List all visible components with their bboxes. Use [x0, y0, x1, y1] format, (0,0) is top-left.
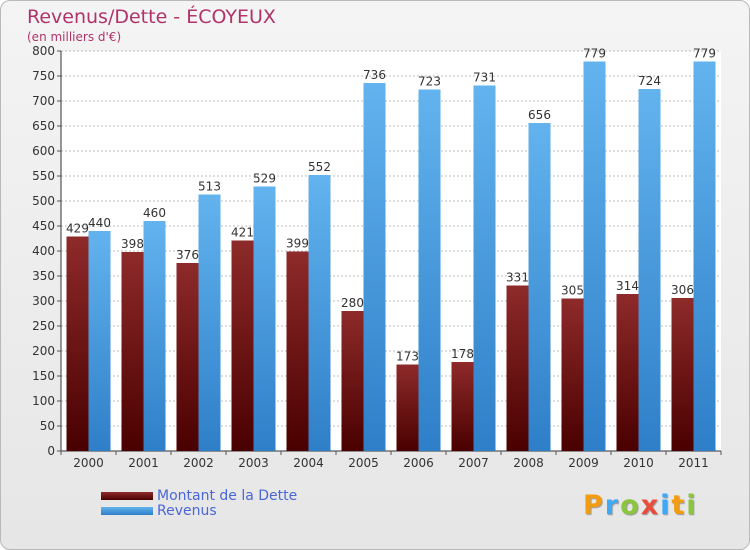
y-tick-label: 0 [47, 444, 55, 458]
y-tick-label: 150 [32, 369, 55, 383]
y-tick-label: 800 [32, 44, 55, 58]
logo-letter: o [620, 490, 641, 521]
data-label-revenus: 656 [528, 108, 551, 122]
bar-revenus [198, 194, 221, 451]
data-label-dette: 280 [341, 296, 364, 310]
bar-dette [66, 236, 89, 451]
logo-letter: x [640, 490, 661, 521]
data-label-dette: 305 [561, 284, 584, 298]
data-label-revenus: 440 [88, 216, 111, 230]
x-tick-label: 2004 [293, 456, 324, 470]
logo-letter: i [660, 490, 672, 521]
legend-label-revenus: Revenus [157, 502, 217, 519]
data-label-dette: 398 [121, 237, 144, 251]
x-tick-label: 2003 [238, 456, 269, 470]
data-label-revenus: 724 [638, 74, 661, 88]
y-tick-label: 50 [40, 419, 55, 433]
bar-revenus [143, 221, 166, 451]
data-label-revenus: 513 [198, 180, 221, 194]
bar-revenus [473, 85, 496, 451]
bar-revenus [88, 231, 111, 451]
legend-swatch-revenus [101, 506, 153, 515]
bar-revenus [528, 123, 551, 451]
bar-dette [506, 285, 529, 451]
bar-dette [231, 240, 254, 451]
bar-dette [616, 294, 639, 451]
y-tick-label: 350 [32, 269, 55, 283]
data-label-dette: 399 [286, 237, 309, 251]
proxiti-logo: Proxiti [583, 490, 698, 521]
data-label-dette: 429 [66, 222, 89, 236]
y-tick-label: 700 [32, 94, 55, 108]
x-tick-label: 2008 [513, 456, 544, 470]
bar-dette [286, 251, 309, 451]
bar-revenus [308, 175, 331, 451]
data-label-revenus: 731 [473, 71, 496, 85]
y-tick-label: 550 [32, 169, 55, 183]
y-tick-label: 250 [32, 319, 55, 333]
x-tick-label: 2000 [73, 456, 104, 470]
y-tick-label: 100 [32, 394, 55, 408]
bar-dette [121, 252, 144, 451]
bar-dette [561, 298, 584, 451]
legend: Montant de la Dette Revenus [101, 487, 298, 519]
y-tick-label: 750 [32, 69, 55, 83]
bar-dette [176, 263, 199, 451]
x-tick-label: 2001 [128, 456, 159, 470]
y-tick-label: 300 [32, 294, 55, 308]
x-tick-label: 2006 [403, 456, 434, 470]
logo-letter: t [671, 490, 687, 521]
bar-revenus [638, 89, 661, 451]
data-label-dette: 376 [176, 248, 199, 262]
bar-dette [451, 362, 474, 451]
y-tick-label: 500 [32, 194, 55, 208]
legend-item-dette: Montant de la Dette [101, 487, 298, 504]
logo-letter: r [604, 490, 621, 521]
y-tick-label: 600 [32, 144, 55, 158]
data-label-revenus: 723 [418, 75, 441, 89]
legend-label-dette: Montant de la Dette [157, 487, 298, 504]
x-tick-label: 2011 [678, 456, 709, 470]
y-tick-label: 200 [32, 344, 55, 358]
bar-dette [396, 364, 419, 451]
legend-swatch-dette [101, 491, 153, 500]
bar-revenus [363, 83, 386, 451]
y-tick-label: 650 [32, 119, 55, 133]
logo-letter: i [686, 490, 698, 521]
data-label-revenus: 736 [363, 68, 386, 82]
x-tick-label: 2010 [623, 456, 654, 470]
data-label-revenus: 529 [253, 172, 276, 186]
data-label-dette: 306 [671, 283, 694, 297]
data-label-dette: 421 [231, 226, 254, 240]
x-tick-label: 2002 [183, 456, 214, 470]
bar-revenus [693, 61, 716, 451]
chart-subtitle: (en milliers d'€) [27, 30, 122, 44]
y-tick-label: 400 [32, 244, 55, 258]
data-label-revenus: 460 [143, 206, 166, 220]
data-label-dette: 173 [396, 350, 419, 364]
x-tick-label: 2007 [458, 456, 489, 470]
bar-dette [671, 298, 694, 451]
data-label-dette: 331 [506, 271, 529, 285]
data-label-revenus: 779 [583, 47, 606, 61]
logo-letter: P [583, 490, 605, 521]
bar-revenus [583, 61, 606, 451]
data-label-dette: 314 [616, 279, 639, 293]
legend-item-revenus: Revenus [101, 502, 297, 519]
bar-revenus [253, 186, 276, 451]
y-tick-label: 450 [32, 219, 55, 233]
data-label-revenus: 779 [693, 47, 716, 61]
bar-revenus [418, 89, 441, 451]
bar-dette [341, 311, 364, 451]
x-tick-label: 2009 [568, 456, 599, 470]
chart-title: Revenus/Dette - ÉCOYEUX [27, 6, 276, 28]
data-label-dette: 178 [451, 347, 474, 361]
data-label-revenus: 552 [308, 160, 331, 174]
x-tick-label: 2005 [348, 456, 379, 470]
